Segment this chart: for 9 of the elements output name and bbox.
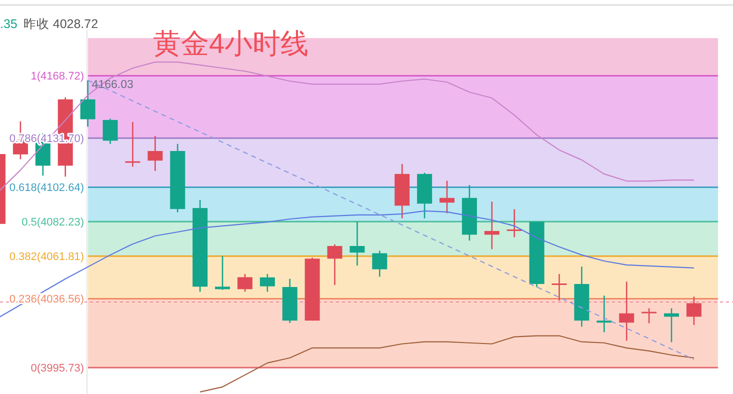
ref-line-label: 0.382(4061.81): [9, 251, 84, 264]
annotation: .35: [0, 17, 18, 31]
ref-line-label: 0(3995.73): [30, 362, 84, 375]
annotation: 昨收 4028.72: [23, 17, 98, 31]
ref-line-label: 1(4168.72): [30, 70, 84, 83]
ref-line-label: 0.618(4102.64): [9, 182, 84, 194]
chart-title: 黄金4小时线: [153, 28, 309, 59]
ref-line-label: 0.5(4082.23): [22, 216, 84, 229]
annotation: 4166.03: [92, 79, 134, 92]
